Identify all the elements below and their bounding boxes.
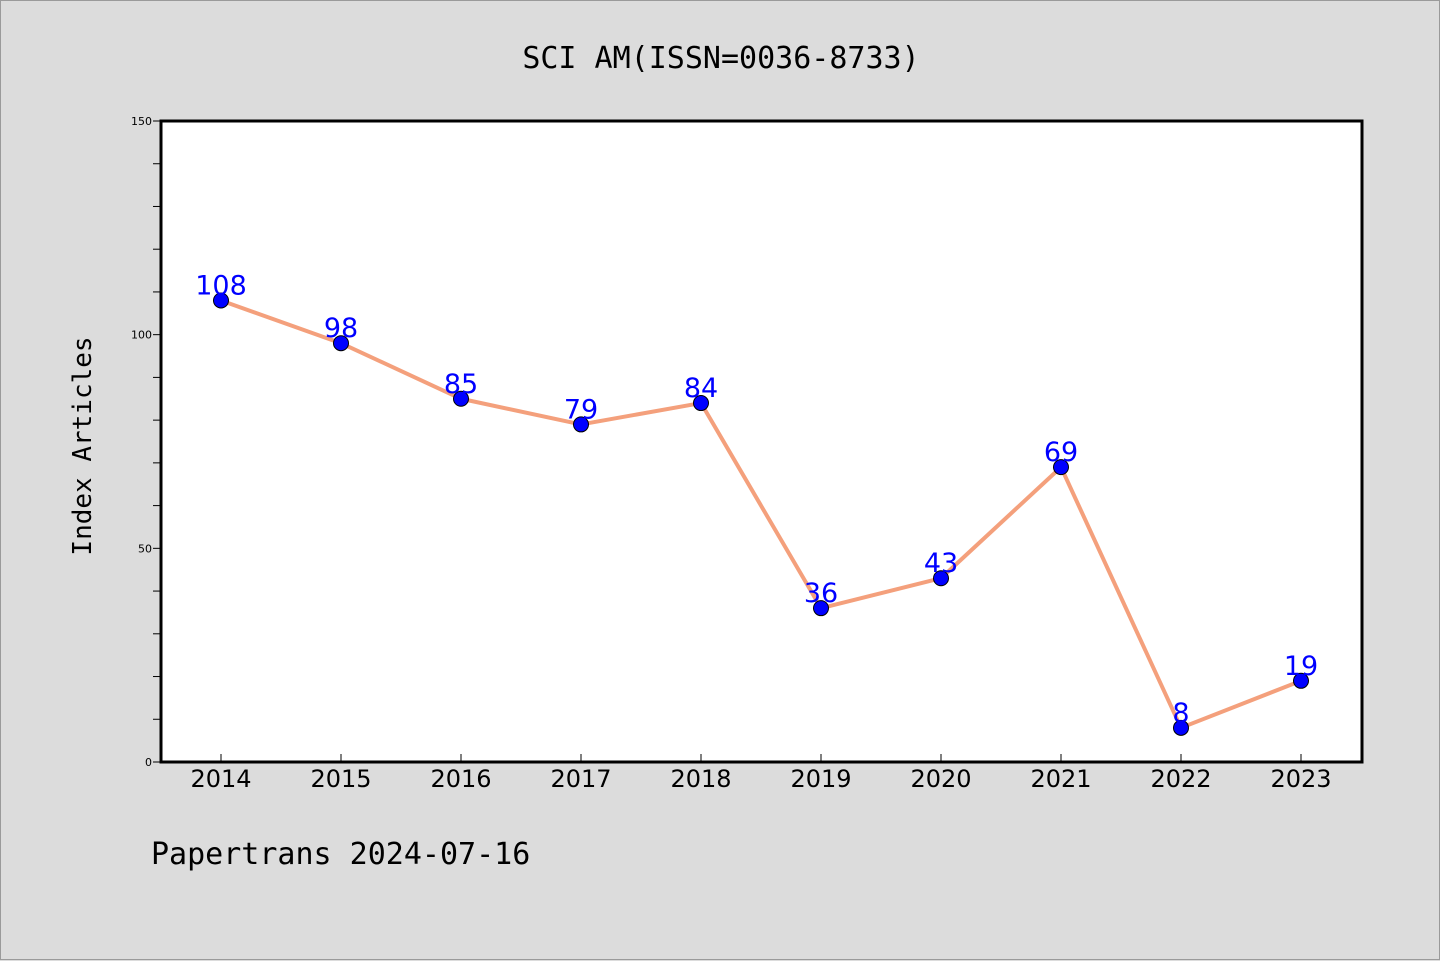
data-label: 36: [804, 578, 838, 609]
data-label: 108: [195, 270, 247, 301]
x-tick-label: 2019: [790, 765, 851, 793]
data-point: [813, 600, 829, 617]
x-tick-label: 2017: [550, 765, 611, 793]
x-tick-label: 2020: [910, 765, 971, 793]
data-point: [1053, 459, 1069, 476]
data-label: 85: [444, 369, 478, 400]
data-point: [1173, 719, 1189, 736]
x-tick-label: 2021: [1030, 765, 1091, 793]
series-line: [219, 298, 1303, 730]
data-label: 43: [924, 548, 958, 579]
data-point: [933, 570, 949, 587]
x-tick-label: 2015: [310, 765, 371, 793]
data-label: 98: [324, 313, 358, 344]
footer-text: Papertrans 2024-07-16: [151, 837, 530, 872]
y-tick-label: 150: [131, 115, 152, 128]
x-tick-label: 2018: [670, 765, 731, 793]
y-tick-label: 0: [145, 756, 152, 769]
plot-area: [159, 119, 1364, 764]
data-label: 84: [684, 373, 718, 404]
y-tick-label: 100: [131, 329, 152, 342]
data-label: 79: [564, 394, 598, 425]
y-tick-label: 50: [138, 542, 152, 555]
data-label: 19: [1284, 651, 1318, 682]
data-point: [573, 416, 589, 433]
data-labels: 108 98 85 79 84 36 43 69 8 19: [195, 270, 1318, 728]
x-tick-label: 2023: [1270, 765, 1331, 793]
data-label: 69: [1044, 437, 1078, 468]
y-axis: 0 50 100 150: [131, 115, 161, 769]
data-point: [333, 335, 349, 352]
data-point: [453, 390, 469, 407]
x-tick-label: 2022: [1150, 765, 1211, 793]
data-point: [693, 395, 709, 412]
data-label: 8: [1172, 698, 1189, 729]
x-axis: 2014 2015 2016 2017 2018 2019 2020 2021 2022 2023: [190, 754, 1332, 793]
data-point: [1293, 672, 1309, 689]
chart-title: SCI AM(ISSN=0036-8733): [522, 41, 919, 76]
series: [213, 292, 1309, 736]
x-tick-label: 2016: [430, 765, 491, 793]
data-point: [213, 292, 229, 309]
x-tick-label: 2014: [190, 765, 251, 793]
y-axis-label: Index Articles: [68, 336, 98, 555]
